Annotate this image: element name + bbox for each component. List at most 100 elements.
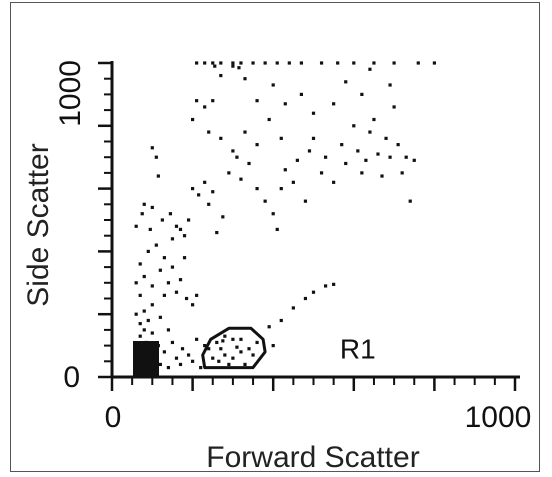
data-point-0-18 [157, 344, 160, 347]
data-point-0-172 [243, 363, 246, 366]
data-point-0-148 [372, 61, 375, 64]
data-point-0-140 [251, 61, 254, 64]
data-point-0-12 [143, 328, 146, 331]
data-point-0-161 [272, 344, 275, 347]
data-point-0-34 [135, 281, 138, 284]
data-point-0-142 [276, 61, 279, 64]
data-point-0-167 [211, 357, 214, 360]
data-point-0-128 [191, 118, 194, 121]
data-point-0-115 [243, 77, 246, 80]
data-point-0-147 [352, 61, 355, 64]
data-point-0-19 [139, 322, 142, 325]
data-point-0-106 [368, 68, 371, 71]
data-point-0-171 [215, 341, 218, 344]
data-point-0-35 [139, 294, 142, 297]
data-point-0-29 [187, 353, 190, 356]
data-point-0-86 [332, 181, 335, 184]
data-point-0-95 [376, 152, 379, 155]
data-point-0-153 [237, 66, 240, 69]
data-point-0-38 [159, 269, 162, 272]
x-axis-label: Forward Scatter [206, 441, 419, 474]
data-point-0-41 [171, 266, 174, 269]
data-point-0-127 [280, 137, 283, 140]
y-axis-label: Side Scatter [22, 143, 55, 306]
data-point-0-168 [247, 347, 250, 350]
data-point-0-40 [167, 281, 170, 284]
x-tick-label-1000: 1000 [465, 401, 532, 434]
data-point-0-36 [143, 275, 146, 278]
data-point-0-72 [247, 162, 250, 165]
data-point-0-73 [255, 187, 258, 190]
data-point-0-20 [135, 313, 138, 316]
data-point-0-37 [151, 284, 154, 287]
data-point-0-132 [143, 203, 146, 206]
data-point-0-71 [239, 178, 242, 181]
data-point-0-88 [344, 162, 347, 165]
data-point-0-162 [255, 341, 258, 344]
data-point-0-174 [231, 338, 234, 341]
data-point-0-155 [292, 306, 295, 309]
data-point-0-103 [409, 200, 412, 203]
data-point-0-77 [280, 187, 283, 190]
data-point-0-75 [272, 212, 275, 215]
data-point-0-93 [368, 130, 371, 133]
data-point-0-24 [167, 328, 170, 331]
data-point-0-5 [147, 360, 150, 363]
data-point-0-8 [139, 335, 142, 338]
data-point-0-52 [171, 237, 174, 240]
data-point-0-131 [157, 174, 160, 177]
data-point-0-22 [151, 303, 154, 306]
data-point-0-94 [372, 118, 375, 121]
data-point-0-81 [304, 200, 307, 203]
data-point-0-45 [185, 297, 188, 300]
data-point-0-0 [135, 369, 138, 372]
data-point-0-3 [143, 366, 146, 369]
data-point-0-110 [312, 112, 315, 115]
data-point-0-102 [405, 156, 408, 159]
data-point-0-80 [296, 159, 299, 162]
data-point-0-157 [312, 291, 315, 294]
data-point-0-60 [183, 234, 186, 237]
data-point-0-11 [135, 344, 138, 347]
x-tick-label-0: 0 [105, 401, 122, 434]
data-point-0-46 [191, 303, 194, 306]
data-point-0-158 [324, 284, 327, 287]
data-point-0-89 [352, 124, 355, 127]
data-point-0-47 [195, 294, 198, 297]
data-point-0-78 [284, 168, 287, 171]
data-point-0-130 [155, 156, 158, 159]
data-point-0-145 [320, 61, 323, 64]
data-point-0-59 [179, 228, 182, 231]
data-point-0-164 [223, 335, 226, 338]
data-point-0-165 [239, 338, 242, 341]
data-point-0-119 [203, 105, 206, 108]
data-point-0-66 [207, 203, 210, 206]
data-point-0-111 [300, 93, 303, 96]
data-point-0-42 [175, 291, 178, 294]
data-point-0-79 [292, 181, 295, 184]
data-point-0-121 [207, 130, 210, 133]
data-point-0-61 [187, 218, 190, 221]
y-tick-label-0: 0 [63, 361, 80, 394]
data-point-0-27 [179, 363, 182, 366]
data-point-0-173 [223, 353, 226, 356]
data-point-0-58 [175, 225, 178, 228]
data-point-0-144 [300, 61, 303, 64]
data-point-0-74 [264, 200, 267, 203]
data-point-0-137 [219, 61, 222, 64]
data-point-0-21 [143, 309, 146, 312]
data-point-0-105 [388, 83, 391, 86]
data-point-0-108 [360, 93, 363, 96]
y-tick-label-1000: 1000 [54, 60, 87, 127]
data-point-0-82 [308, 149, 311, 152]
gate-polygon-r1 [203, 328, 265, 367]
data-point-0-97 [384, 137, 387, 140]
data-point-0-135 [203, 61, 206, 64]
data-point-0-54 [141, 212, 144, 215]
data-point-0-91 [360, 171, 363, 174]
data-point-0-176 [217, 360, 220, 363]
data-point-0-92 [364, 159, 367, 162]
data-point-0-120 [195, 99, 198, 102]
data-point-0-163 [231, 357, 234, 360]
